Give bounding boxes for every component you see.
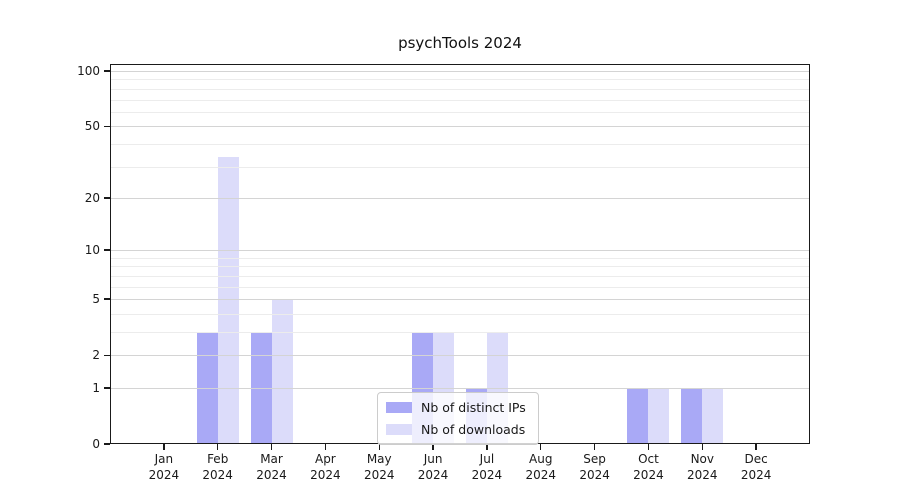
- x-tick-label-mar: Mar 2024: [256, 452, 287, 482]
- x-tick-mark-aug: [540, 444, 542, 450]
- gridline-major-20: [110, 197, 810, 199]
- x-tick-label-dec: Dec 2024: [740, 452, 772, 482]
- gridline-minor-6: [110, 286, 810, 288]
- y-axis-labels: 0 1 2 5 10 20 50 100: [0, 64, 100, 451]
- x-tick-label-jan: Jan 2024: [148, 452, 180, 482]
- y-tick-mark-2: [104, 354, 110, 356]
- gridline-minor-40: [110, 143, 810, 145]
- x-tick-label-apr: Apr 2024: [310, 452, 341, 482]
- x-tick-mark-jul: [486, 444, 488, 450]
- x-tick-mark-oct: [647, 444, 650, 450]
- gridline-minor-9: [110, 257, 810, 259]
- x-tick-mark-sep: [593, 444, 596, 450]
- x-tick-mark-jun: [432, 444, 434, 450]
- legend-swatch-downloads: [386, 424, 412, 435]
- legend-entry-distinct-ips: Nb of distinct IPs: [386, 400, 526, 415]
- chart-title: psychTools 2024: [398, 34, 522, 52]
- gridline-minor-60: [110, 111, 810, 113]
- bar-downloads-nov: [702, 388, 724, 444]
- plot-area: Nb of distinct IPs Nb of downloads: [110, 64, 810, 445]
- gridline-minor-90: [110, 79, 810, 81]
- legend: Nb of distinct IPs Nb of downloads: [377, 392, 539, 445]
- x-tick-mark-dec: [755, 444, 757, 450]
- y-tick-label-20: 20: [84, 190, 100, 205]
- x-tick-label-nov: Nov 2024: [687, 452, 718, 482]
- x-tick-label-oct: Oct 2024: [633, 452, 664, 482]
- y-tick-mark-1: [104, 387, 110, 389]
- gridline-minor-7: [110, 275, 810, 277]
- x-tick-label-feb: Feb 2024: [202, 452, 233, 482]
- y-tick-mark-10: [104, 249, 110, 251]
- grid-layer: [110, 64, 810, 444]
- x-tick-mark-mar: [270, 444, 273, 450]
- x-tick-label-may: May 2024: [363, 452, 395, 482]
- y-tick-mark-50: [104, 125, 110, 127]
- gridline-minor-80: [110, 88, 810, 90]
- x-tick-mark-apr: [324, 444, 327, 450]
- bar-distinct-ips-oct: [627, 388, 649, 444]
- gridline-major-5: [110, 299, 810, 301]
- x-tick-mark-feb: [216, 444, 219, 450]
- y-tick-label-5: 5: [92, 292, 100, 307]
- gridline-major-10: [110, 250, 810, 252]
- gridline-major-2: [110, 355, 810, 357]
- legend-label-downloads: Nb of downloads: [421, 422, 526, 437]
- gridline-minor-3: [110, 332, 810, 333]
- x-tick-label-jun: Jun 2024: [417, 452, 449, 482]
- y-axis-ticks: [104, 64, 110, 445]
- gridline-minor-8: [110, 266, 810, 268]
- y-tick-mark-0: [104, 443, 110, 445]
- x-axis-labels: Jan 2024 Feb 2024 Mar 2024 Apr 2024 May 2024 Jun 20…: [110, 452, 810, 492]
- y-tick-label-50: 50: [84, 119, 100, 134]
- y-tick-mark-5: [104, 298, 110, 300]
- bar-distinct-ips-nov: [681, 388, 703, 444]
- y-tick-label-10: 10: [84, 243, 100, 258]
- gridline-major-100: [110, 71, 810, 72]
- y-tick-label-0: 0: [92, 437, 100, 451]
- gridline-minor-4: [110, 313, 810, 315]
- x-tick-label-jul: Jul 2024: [471, 452, 503, 482]
- x-axis-ticks: [110, 444, 810, 450]
- bar-downloads-oct: [648, 388, 670, 444]
- x-tick-label-sep: Sep 2024: [579, 452, 610, 482]
- gridline-major-50: [110, 126, 810, 128]
- y-tick-mark-20: [104, 197, 110, 199]
- x-tick-mark-may: [378, 444, 380, 450]
- y-tick-label-2: 2: [92, 348, 100, 363]
- gridline-minor-30: [110, 166, 810, 168]
- x-tick-label-aug: Aug 2024: [525, 452, 557, 482]
- legend-label-distinct-ips: Nb of distinct IPs: [421, 400, 526, 415]
- y-tick-label-1: 1: [92, 380, 100, 395]
- y-tick-label-100: 100: [77, 64, 100, 78]
- bar-downloads-feb: [217, 156, 239, 444]
- y-tick-mark-100: [104, 70, 110, 72]
- gridline-major-1: [110, 388, 810, 389]
- gridline-minor-70: [110, 99, 810, 101]
- legend-entry-downloads: Nb of downloads: [386, 422, 526, 437]
- legend-swatch-distinct-ips: [386, 402, 412, 413]
- x-tick-mark-nov: [701, 444, 703, 450]
- bar-downloads-mar: [271, 299, 293, 444]
- x-tick-mark-jan: [163, 444, 165, 450]
